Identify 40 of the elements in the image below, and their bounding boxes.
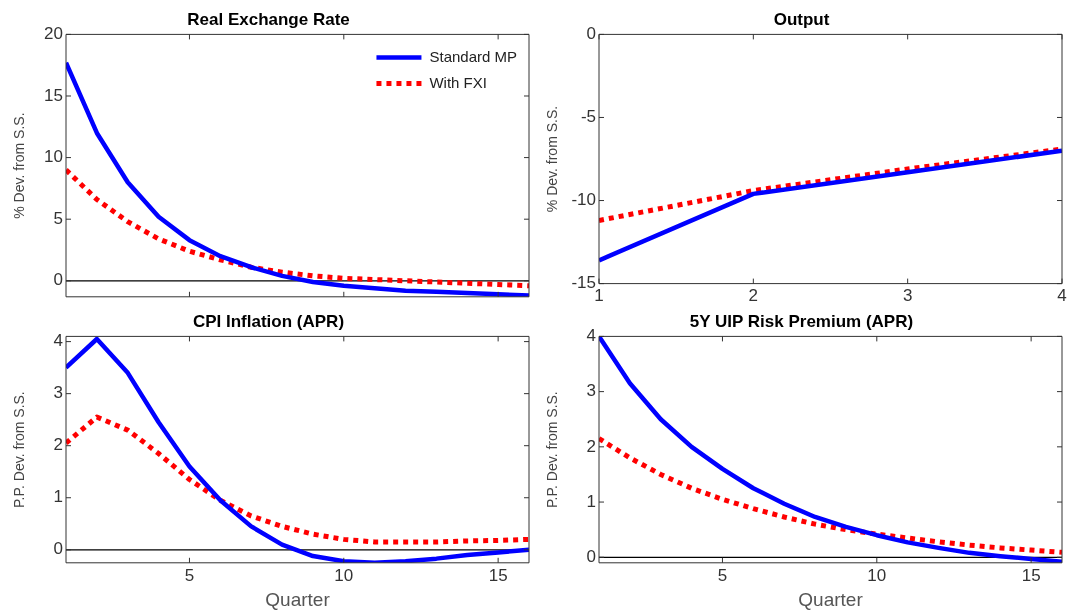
x-tick-label: 5 — [184, 565, 195, 585]
chart-title: CPI Inflation (APR) — [192, 311, 345, 331]
x-tick-label: 15 — [1021, 565, 1041, 585]
y-tick-label: 15 — [44, 85, 63, 105]
y-tick-label: 3 — [53, 383, 63, 403]
y-tick-label: 3 — [586, 381, 596, 401]
x-tick-label: 10 — [334, 565, 354, 585]
y-tick-label: 4 — [53, 331, 63, 351]
x-tick-label: 10 — [867, 565, 887, 585]
x-tick-label: 5 — [717, 565, 728, 585]
legend-label: With FXI — [429, 73, 487, 91]
y-tick-label: 0 — [53, 539, 63, 559]
chart-title: 5Y UIP Risk Premium (APR) — [689, 311, 914, 331]
y-axis-title: % Dev. from S.S. — [544, 105, 561, 213]
y-axis-title: P.P. Dev. from S.S. — [544, 391, 561, 508]
x-tick-label: 3 — [902, 286, 913, 306]
legend-label: Standard MP — [429, 47, 517, 65]
y-axis-title: % Dev. from S.S. — [11, 112, 28, 219]
y-tick-label: 5 — [53, 208, 63, 228]
x-tick-label: 2 — [748, 286, 759, 306]
y-tick-label: -15 — [571, 273, 596, 293]
y-tick-label: 1 — [53, 487, 63, 507]
x-axis-title: Quarter — [798, 588, 864, 610]
y-tick-label: 1 — [586, 491, 596, 511]
chart-title: Output — [773, 9, 830, 29]
y-axis-title: P.P. Dev. from S.S. — [11, 391, 28, 508]
y-tick-label: -10 — [571, 190, 596, 210]
x-tick-label: 15 — [488, 565, 508, 585]
chart-title: Real Exchange Rate — [187, 9, 350, 29]
y-tick-label: 2 — [53, 435, 63, 455]
y-tick-label: 0 — [586, 546, 596, 566]
y-tick-label: 4 — [586, 326, 596, 346]
y-tick-label: -5 — [580, 107, 596, 127]
x-axis-title: Quarter — [265, 588, 331, 610]
y-tick-label: 2 — [586, 436, 596, 456]
x-tick-label: 4 — [1057, 286, 1067, 306]
y-tick-label: 0 — [586, 24, 596, 44]
y-tick-label: 20 — [44, 24, 63, 44]
y-tick-label: 0 — [53, 270, 63, 290]
y-tick-label: 10 — [44, 147, 63, 167]
